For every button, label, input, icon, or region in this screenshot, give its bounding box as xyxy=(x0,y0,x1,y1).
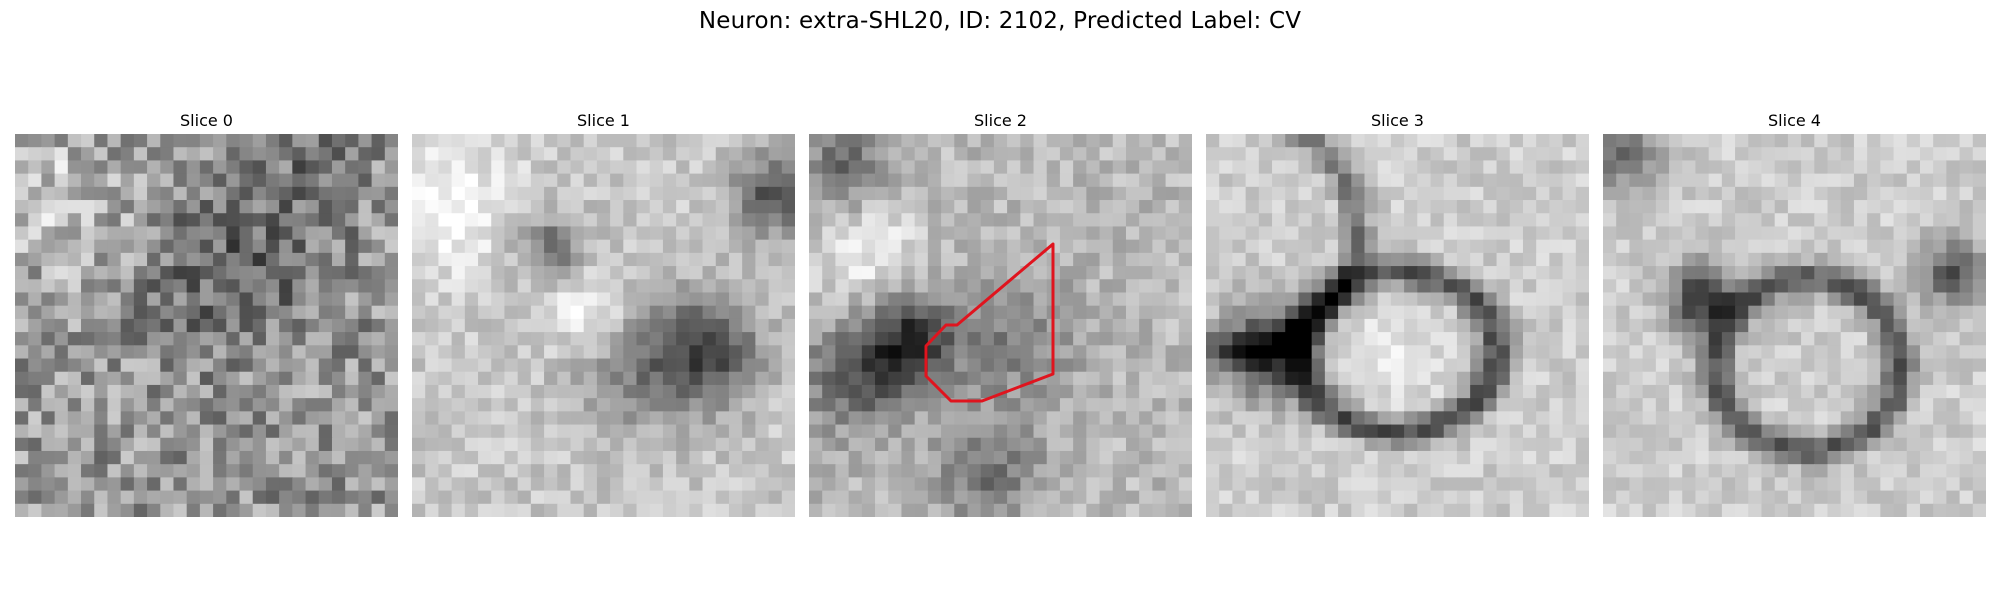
slice-image-0 xyxy=(15,134,398,517)
slice-panel-1: Slice 1 xyxy=(412,110,795,517)
slice-panel-4: Slice 4 xyxy=(1603,110,1986,517)
slice-image-3 xyxy=(1206,134,1589,517)
slice-panel-3: Slice 3 xyxy=(1206,110,1589,517)
slice-image-4 xyxy=(1603,134,1986,517)
slice-title-0: Slice 0 xyxy=(180,111,233,130)
slice-title-4: Slice 4 xyxy=(1768,111,1821,130)
slice-image-2 xyxy=(809,134,1192,517)
slice-image-1 xyxy=(412,134,795,517)
slice-panel-2: Slice 2 xyxy=(809,110,1192,517)
slice-panel-0: Slice 0 xyxy=(15,110,398,517)
figure-title: Neuron: extra-SHL20, ID: 2102, Predicted… xyxy=(698,8,1302,34)
slice-title-3: Slice 3 xyxy=(1371,111,1424,130)
annotation-contour xyxy=(924,242,1055,403)
slice-title-2: Slice 2 xyxy=(974,111,1027,130)
slice-title-1: Slice 1 xyxy=(577,111,630,130)
